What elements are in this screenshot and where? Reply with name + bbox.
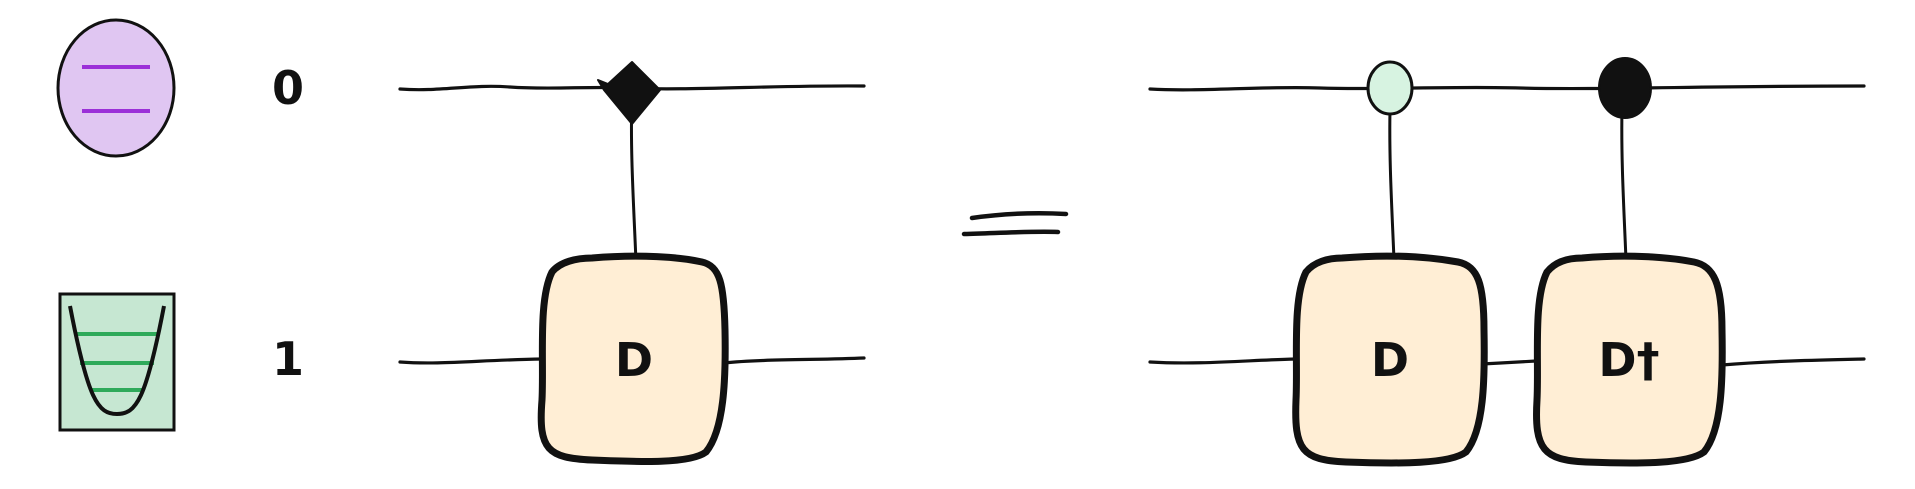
right-circuit: D D† — [1148, 57, 1866, 467]
open-circle-control-icon — [1366, 60, 1414, 116]
left-wire-1-out — [722, 356, 866, 365]
right-control-line-2 — [1620, 106, 1628, 262]
right-wire-1-mid — [1480, 359, 1538, 366]
diamond-control-icon — [597, 61, 661, 125]
wire-1-label: 1 — [272, 332, 304, 386]
right-wire-0 — [1148, 84, 1866, 92]
right-control-line-1 — [1388, 108, 1396, 262]
qumode-harmonic-oscillator-icon — [58, 292, 176, 432]
right-wire-1-in — [1148, 357, 1298, 365]
right-gate-d-label: D — [1371, 333, 1409, 387]
right-gate-d-box — [1292, 252, 1488, 467]
right-gate-ddagger-label: D† — [1598, 333, 1659, 387]
left-gate-box — [537, 252, 729, 466]
qubit-energy-levels-icon — [56, 18, 176, 158]
filled-circle-control-icon — [1598, 57, 1652, 119]
left-wire-1-in — [398, 357, 544, 365]
left-gate-label: D — [615, 333, 653, 387]
right-wire-1-out — [1720, 357, 1866, 367]
left-circuit: D — [398, 61, 866, 466]
wire-0-label: 0 — [272, 61, 304, 115]
left-wire-0 — [398, 84, 866, 92]
right-gate-ddagger-box — [1533, 252, 1726, 467]
equals-sign — [961, 210, 1069, 237]
